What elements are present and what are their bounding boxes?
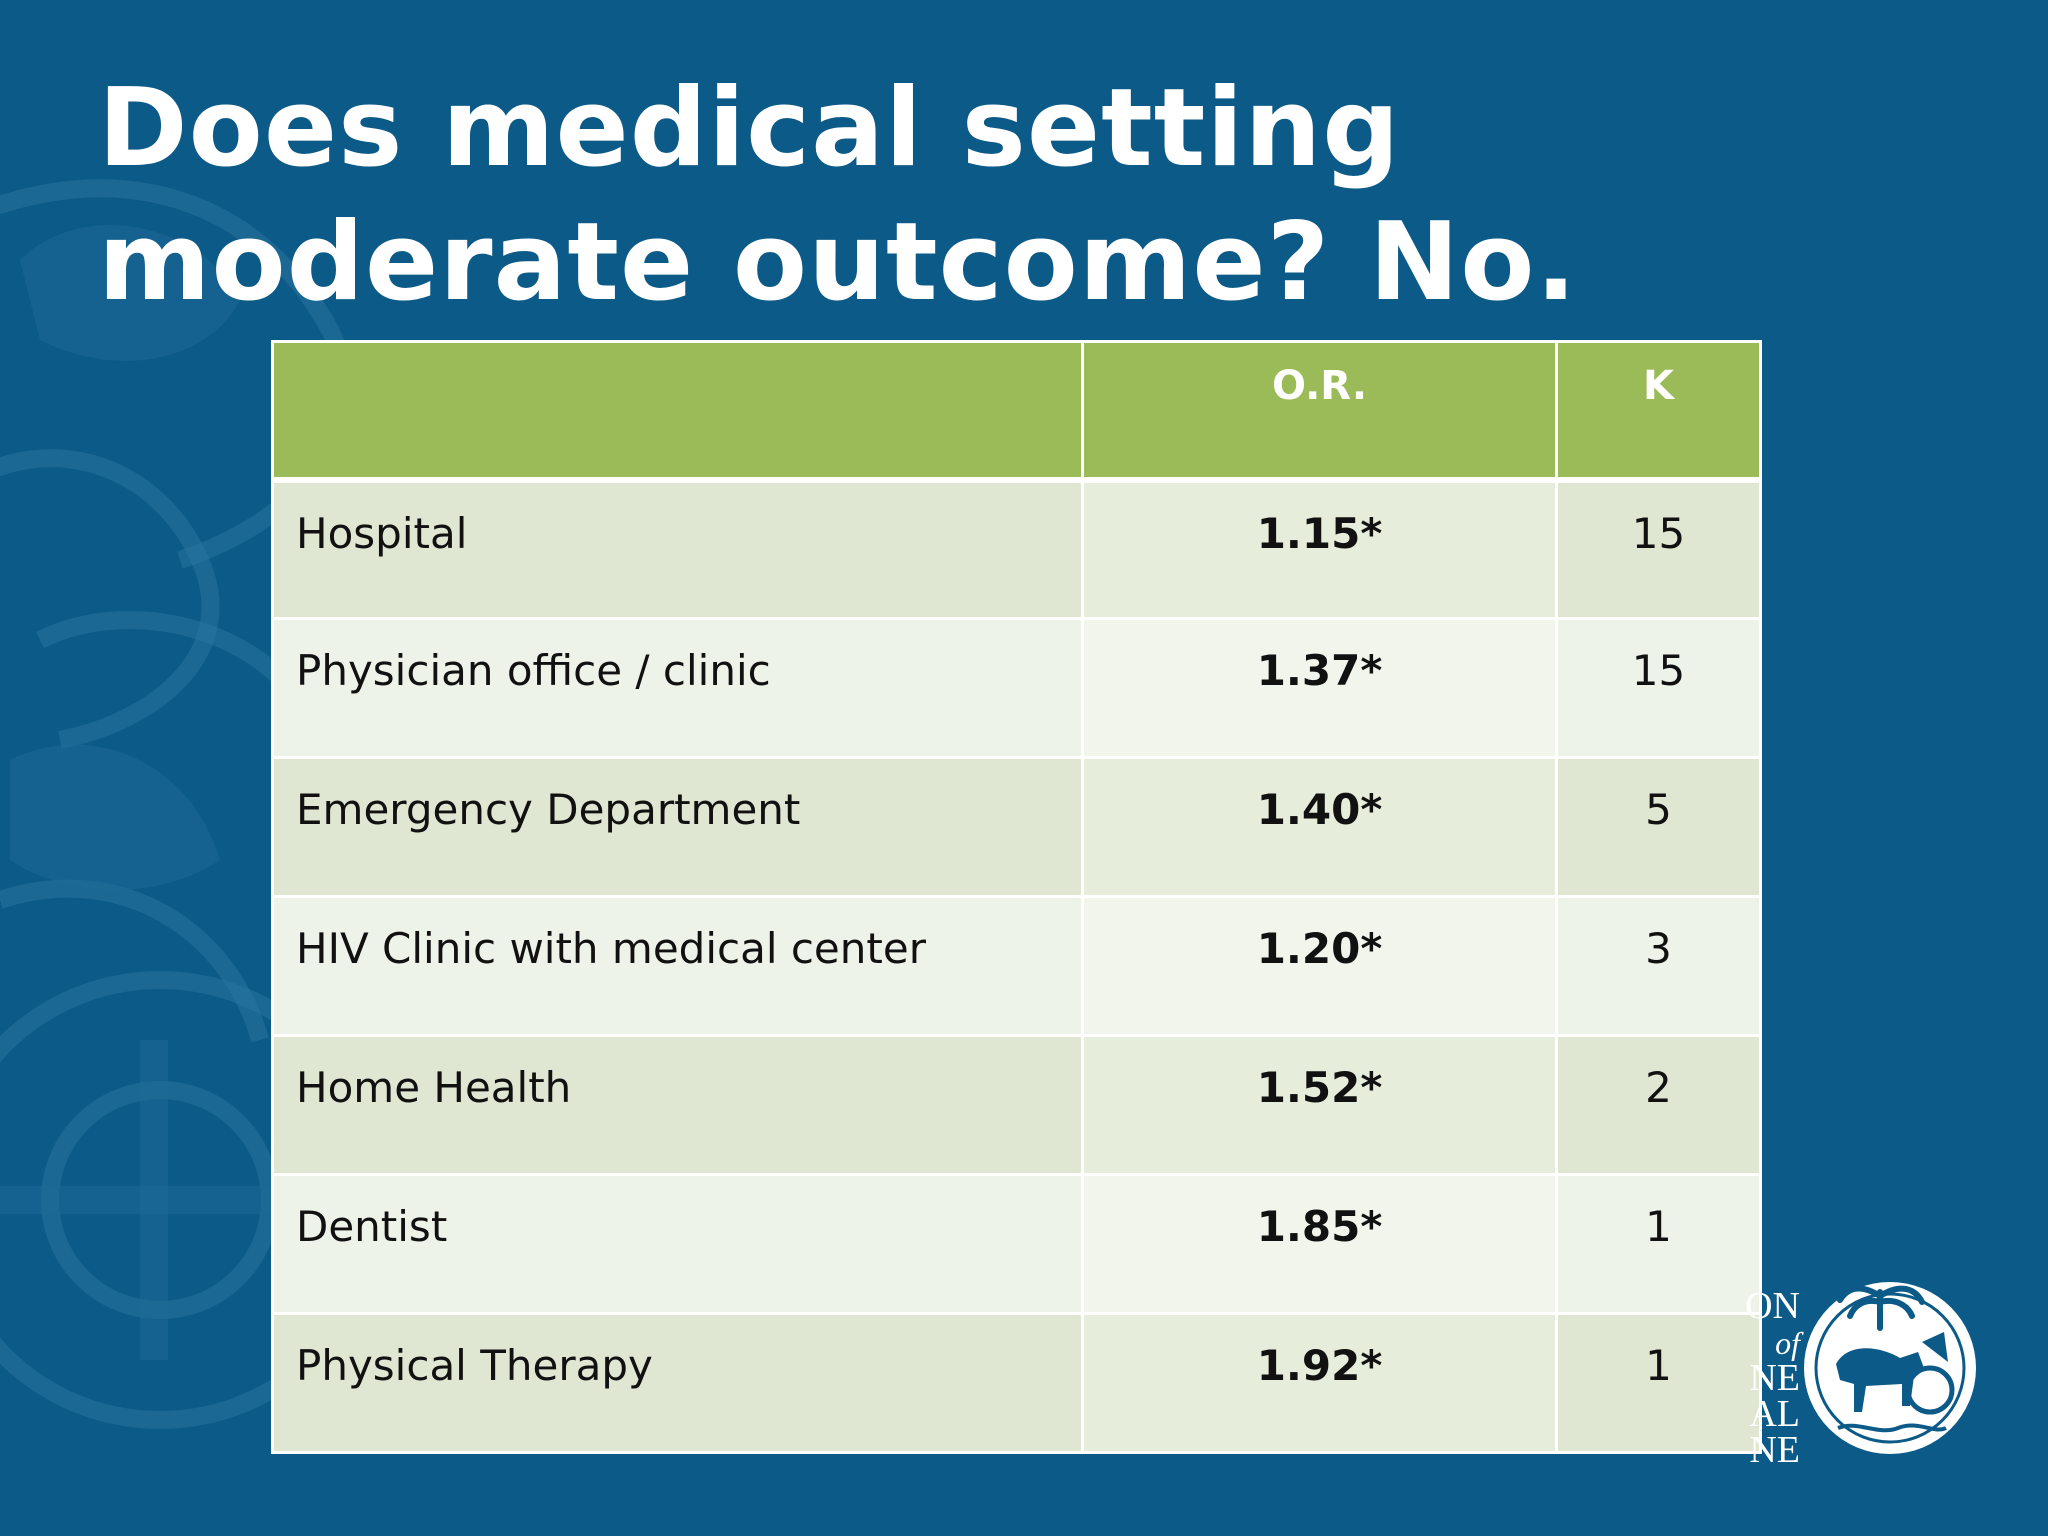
setting-cell: Hospital xyxy=(271,478,1084,620)
setting-cell: Home Health xyxy=(271,1034,1084,1176)
setting-cell: HIV Clinic with medical center xyxy=(271,895,1084,1037)
header-k: K xyxy=(1555,340,1762,481)
k-cell: 1 xyxy=(1555,1173,1762,1315)
logo-text-line-2: of xyxy=(1775,1325,1804,1361)
institution-logo: ON of NE AL NE xyxy=(1745,1282,1976,1471)
k-cell: 15 xyxy=(1555,478,1762,620)
logo-text-line-3: NE xyxy=(1749,1357,1800,1399)
table-row: Physical Therapy 1.92* 1 xyxy=(271,1312,1762,1454)
table-row: Physician office / clinic 1.37* 15 xyxy=(271,617,1762,759)
table-row: Hospital 1.15* 15 xyxy=(271,478,1762,620)
table-header-row: O.R. K xyxy=(271,340,1762,481)
setting-cell: Physical Therapy xyxy=(271,1312,1084,1454)
logo-text-line-1: ON xyxy=(1745,1285,1800,1327)
table-row: Dentist 1.85* 1 xyxy=(271,1173,1762,1315)
logo-text-line-5: NE xyxy=(1749,1429,1800,1471)
odds-ratio-cell: 1.52* xyxy=(1081,1034,1558,1176)
horse-chariot-seal-icon xyxy=(1804,1282,1976,1454)
k-cell: 5 xyxy=(1555,756,1762,898)
odds-ratio-cell: 1.15* xyxy=(1081,478,1558,620)
k-cell: 3 xyxy=(1555,895,1762,1037)
odds-ratio-cell: 1.85* xyxy=(1081,1173,1558,1315)
k-cell: 15 xyxy=(1555,617,1762,759)
odds-ratio-cell: 1.40* xyxy=(1081,756,1558,898)
table-row: Home Health 1.52* 2 xyxy=(271,1034,1762,1176)
slide-title-line-2: moderate outcome? No. xyxy=(98,200,1578,325)
setting-cell: Emergency Department xyxy=(271,756,1084,898)
header-setting xyxy=(271,340,1084,481)
setting-cell: Dentist xyxy=(271,1173,1084,1315)
setting-cell: Physician office / clinic xyxy=(271,617,1084,759)
odds-ratio-cell: 1.37* xyxy=(1081,617,1558,759)
k-cell: 1 xyxy=(1555,1312,1762,1454)
odds-ratio-cell: 1.20* xyxy=(1081,895,1558,1037)
odds-ratio-table: O.R. K Hospital 1.15* 15 Physician offic… xyxy=(271,340,1762,1454)
k-cell: 2 xyxy=(1555,1034,1762,1176)
logo-text-line-4: AL xyxy=(1749,1393,1800,1435)
odds-ratio-cell: 1.92* xyxy=(1081,1312,1558,1454)
slide-title: Does medical setting moderate outcome? N… xyxy=(98,62,1577,330)
header-odds-ratio: O.R. xyxy=(1081,340,1558,481)
table-row: HIV Clinic with medical center 1.20* 3 xyxy=(271,895,1762,1037)
table-row: Emergency Department 1.40* 5 xyxy=(271,756,1762,898)
slide-title-line-1: Does medical setting xyxy=(98,66,1401,191)
